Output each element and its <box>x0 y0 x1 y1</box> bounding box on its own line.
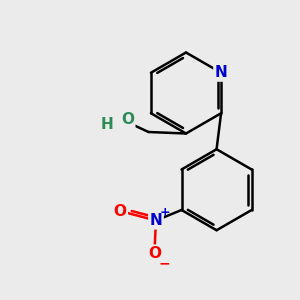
Text: O: O <box>113 204 127 219</box>
Text: −: − <box>158 256 170 270</box>
Text: O: O <box>148 246 161 261</box>
Text: N: N <box>150 213 162 228</box>
Text: O: O <box>121 112 134 128</box>
Text: N: N <box>215 65 227 80</box>
Text: H: H <box>100 117 113 132</box>
Text: +: + <box>160 206 170 219</box>
